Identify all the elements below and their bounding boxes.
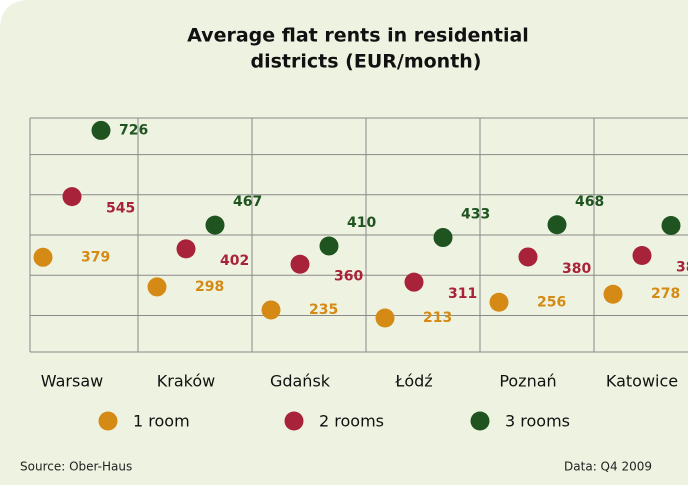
source: Source: Ober-Haus [20, 460, 132, 474]
dot [205, 215, 225, 235]
dot [489, 292, 509, 312]
chart-title: districts (EUR/month) [251, 51, 482, 73]
dot [547, 215, 567, 235]
data-label: 360 [334, 268, 363, 284]
data-label: 726 [119, 122, 148, 138]
data-label: 311 [448, 286, 477, 302]
data-label: 384 [676, 259, 688, 275]
note: Data: Q4 2009 [564, 460, 652, 474]
dot [632, 245, 652, 265]
x-tick-label: Kraków [157, 372, 215, 391]
dot [319, 236, 339, 256]
data-label: 433 [461, 207, 490, 223]
data-label: 278 [651, 286, 680, 302]
dot [62, 187, 82, 207]
data-label: 256 [537, 294, 566, 310]
chart-title: Average flat rents in residential [187, 25, 529, 47]
x-tick-label: Gdańsk [270, 372, 331, 391]
dot [518, 247, 538, 267]
x-tick-label: Łódź [394, 372, 432, 391]
dot [176, 239, 196, 259]
data-label: 468 [575, 194, 604, 210]
legend-label: 1 room [133, 412, 190, 431]
x-tick-label: Poznań [499, 372, 556, 391]
legend-label: 2 rooms [319, 412, 384, 431]
dot [91, 120, 111, 140]
data-label: 380 [562, 261, 591, 277]
x-tick-label: Katowice [606, 372, 678, 391]
dot [661, 215, 681, 235]
dot [433, 228, 453, 248]
legend-label: 3 rooms [505, 412, 570, 431]
data-label: 545 [106, 201, 135, 217]
data-label: 402 [220, 253, 249, 269]
dot [404, 272, 424, 292]
legend-marker [284, 411, 304, 431]
dot [290, 254, 310, 274]
data-label: 213 [423, 310, 452, 326]
data-label: 410 [347, 215, 376, 231]
data-label: 235 [309, 302, 338, 318]
legend-marker [470, 411, 490, 431]
dot [603, 284, 623, 304]
dot [375, 308, 395, 328]
dot [33, 247, 53, 267]
data-label: 379 [81, 249, 110, 265]
dot [147, 277, 167, 297]
x-tick-label: Warsaw [41, 372, 103, 391]
data-label: 298 [195, 279, 224, 295]
dot [261, 300, 281, 320]
data-label: 467 [233, 194, 262, 210]
legend-marker [98, 411, 118, 431]
